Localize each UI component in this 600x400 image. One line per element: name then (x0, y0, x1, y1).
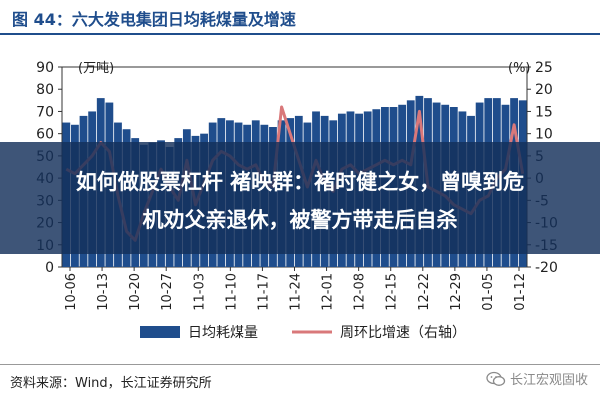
chart-legend: 日均耗煤量 周环比增速（右轴） (140, 325, 466, 341)
x-tick-label: 11-03 (192, 273, 207, 311)
watermark: 长江宏观固收 (486, 369, 588, 388)
source-note: 资料来源：Wind，长江证券研究所 (10, 376, 212, 391)
x-tick-label: 12-08 (353, 273, 368, 311)
right-tick-label: -20 (535, 260, 558, 276)
x-tick-label: 11-24 (289, 273, 304, 311)
legend-bar-swatch (140, 326, 180, 338)
right-tick-label: 10 (535, 127, 553, 143)
chart-title: 图 44：六大发电集团日均耗煤量及增速 (12, 10, 296, 29)
x-tick-label: 12-01 (321, 273, 336, 311)
x-tick-label: 12-22 (417, 273, 432, 311)
right-axis-unit: (%) (508, 61, 531, 76)
left-tick-label: 60 (36, 127, 54, 143)
x-tick-label: 01-12 (513, 273, 528, 311)
right-tick-label: 20 (535, 82, 553, 98)
left-tick-label: 90 (36, 60, 54, 76)
left-tick-label: 0 (45, 260, 54, 276)
footer-divider (0, 364, 600, 365)
title-divider (0, 33, 600, 35)
headline-line-1: 如何做股票杠杆 褚映群：褚时健之女，曾嗅到危 (75, 170, 525, 194)
x-tick-label: 10-06 (64, 273, 79, 311)
left-tick-label: 70 (36, 104, 54, 120)
right-tick-label: 25 (535, 60, 553, 76)
headline-overlay: 如何做股票杠杆 褚映群：褚时健之女，曾嗅到危 机劝父亲退休，被警方带走后自杀 (0, 142, 600, 254)
x-tick-label: 10-27 (160, 273, 175, 311)
right-tick-label: 15 (535, 104, 553, 120)
headline-line-2: 机劝父亲退休，被警方带走后自杀 (142, 208, 458, 232)
x-tick-label: 10-13 (96, 273, 111, 311)
left-axis-unit: (万吨) (78, 61, 114, 76)
left-tick-label: 80 (36, 82, 54, 98)
wechat-icon (486, 371, 506, 386)
watermark-text: 长江宏观固收 (509, 373, 588, 388)
legend-line-label: 周环比增速（右轴） (340, 325, 466, 341)
x-tick-label: 11-10 (224, 273, 239, 311)
x-tick-label: 12-29 (449, 273, 464, 311)
legend-bar-label: 日均耗煤量 (188, 325, 258, 341)
x-tick-label: 11-17 (256, 273, 271, 311)
x-tick-label: 10-20 (128, 273, 143, 311)
x-tick-label: 01-05 (481, 273, 496, 311)
x-tick-label: 12-15 (385, 273, 400, 311)
